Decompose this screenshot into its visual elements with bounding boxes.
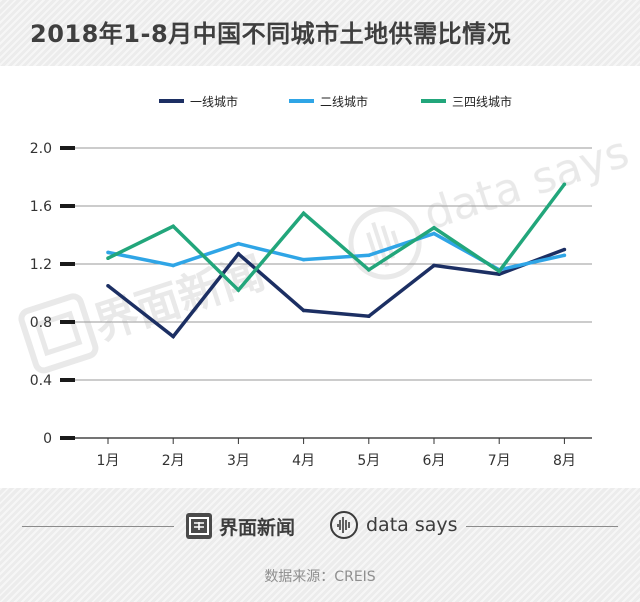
legend-swatch xyxy=(159,99,184,103)
jiemian-logo-icon xyxy=(186,513,212,539)
data-point xyxy=(562,247,567,252)
footer-band xyxy=(0,488,640,602)
header-banner: 2018年1-8月中国不同城市土地供需比情况 xyxy=(0,0,640,66)
x-tick-label: 7月 xyxy=(488,453,511,469)
y-tick-mark xyxy=(60,320,75,324)
x-tick-label: 5月 xyxy=(357,453,380,469)
x-tick-label: 4月 xyxy=(292,453,315,469)
x-tick-label: 2月 xyxy=(162,453,185,469)
y-tick-label: 1.6 xyxy=(30,199,52,215)
y-tick-label: 1.2 xyxy=(30,257,52,273)
data-point xyxy=(106,250,110,255)
brand-divider-right xyxy=(466,526,618,527)
y-tick-label: 0.4 xyxy=(30,373,52,389)
source-note: 数据来源：CREIS xyxy=(264,569,376,585)
brand-row: 界面新闻 data says xyxy=(0,511,640,541)
data-point xyxy=(367,268,371,272)
data-point xyxy=(432,225,436,230)
y-tick-mark xyxy=(60,262,75,266)
line-chart: 界面新闻 data says 0 0.4 0.8 1.2 1.6 2.0 1月 2月 3月 4月… xyxy=(18,126,635,469)
y-tick-label: 0 xyxy=(43,431,52,447)
brand-name-cn: 界面新闻 xyxy=(219,517,296,539)
legend-label: 二线城市 xyxy=(320,94,369,109)
data-point xyxy=(562,182,567,187)
chart-title: 2018年1-8月中国不同城市土地供需比情况 xyxy=(30,20,512,48)
data-point xyxy=(236,252,241,256)
watermark-brand-en: data says xyxy=(418,126,635,240)
y-tick-label: 0.8 xyxy=(30,315,52,331)
y-axis: 0 0.4 0.8 1.2 1.6 2.0 xyxy=(30,141,75,447)
data-point xyxy=(171,263,175,268)
watermark-datasays-icon xyxy=(348,206,422,280)
data-point xyxy=(497,269,502,274)
data-point xyxy=(301,308,306,313)
data-point xyxy=(432,263,436,268)
y-tick-mark xyxy=(60,436,75,440)
data-point xyxy=(106,256,110,261)
data-point xyxy=(432,231,436,236)
legend-item-series-3: 三四线城市 xyxy=(421,93,512,109)
series-line-1 xyxy=(106,247,566,339)
data-point xyxy=(236,288,241,292)
data-point xyxy=(562,253,567,258)
x-tick-label: 6月 xyxy=(423,453,446,469)
legend-label: 三四线城市 xyxy=(452,94,513,109)
brand-name-en: data says xyxy=(366,514,458,536)
legend-item-series-2: 二线城市 xyxy=(289,93,368,109)
data-point xyxy=(171,224,175,229)
y-tick-mark xyxy=(60,378,75,382)
data-point xyxy=(301,211,306,216)
data-point xyxy=(106,283,110,288)
data-point xyxy=(236,241,241,246)
y-tick-mark xyxy=(60,204,75,208)
brand-divider-left xyxy=(22,526,174,527)
x-tick-label: 8月 xyxy=(553,453,576,469)
legend-swatch xyxy=(289,99,314,103)
legend-label: 一线城市 xyxy=(190,94,239,109)
data-point xyxy=(497,272,502,276)
y-tick-label: 2.0 xyxy=(30,141,52,157)
data-point xyxy=(301,257,306,262)
datasays-logo-icon xyxy=(330,511,358,539)
watermark-jiemian-logo-icon xyxy=(18,293,99,374)
x-tick-label: 3月 xyxy=(227,453,250,469)
y-tick-mark xyxy=(60,146,75,150)
data-point xyxy=(171,334,175,339)
watermark: 界面新闻 data says xyxy=(18,126,635,374)
x-axis: 1月 2月 3月 4月 5月 6月 7月 8月 xyxy=(97,438,576,469)
series-line-3 xyxy=(107,183,566,293)
legend-item-series-1: 一线城市 xyxy=(159,93,238,109)
data-point xyxy=(367,253,371,258)
series-lines xyxy=(106,182,567,339)
x-tick-label: 1月 xyxy=(97,453,120,469)
data-point xyxy=(367,314,371,319)
legend-swatch xyxy=(421,99,446,103)
